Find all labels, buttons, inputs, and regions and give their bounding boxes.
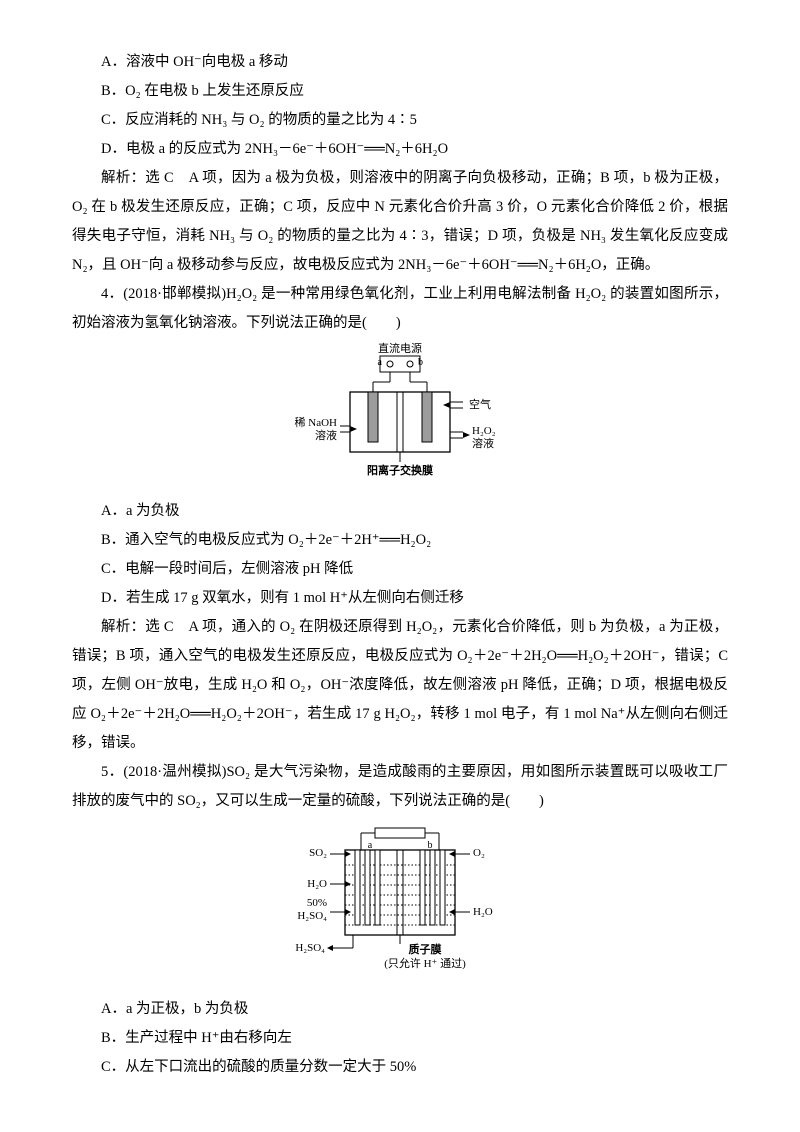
- q4-option-b: B．通入空气的电极反应式为 O₂＋2e⁻＋2H⁺══H₂O₂: [72, 526, 728, 555]
- q4-stem: 4．(2018·邯郸模拟)H₂O₂ 是一种常用绿色氧化剂，工业上利用电解法制备 …: [72, 280, 728, 338]
- q3-option-a: A．溶液中 OH⁻向电极 a 移动: [72, 48, 728, 77]
- q4-fig-left2: 溶液: [315, 428, 337, 442]
- q4-option-a: A．a 为负极: [72, 497, 728, 526]
- q5-fig-a: a: [368, 840, 373, 851]
- q5-fig-h2so4-left: H₂SO₄: [297, 910, 327, 922]
- q5-fig-percent: 50%: [307, 897, 327, 909]
- q5-fig-membrane1: 质子膜: [409, 942, 442, 956]
- q4-fig-right2: H₂O₂: [472, 425, 496, 437]
- q5-figure: a b: [72, 820, 728, 991]
- q3-option-b: B．O₂ 在电极 b 上发生还原反应: [72, 77, 728, 106]
- q4-figure: 直流电源 a b: [72, 342, 728, 493]
- q4-explanation: 解析：选 C A 项，通入的 O₂ 在阴极还原得到 H₂O₂，元素化合价降低，则…: [72, 613, 728, 758]
- q4-fig-b: b: [418, 357, 423, 368]
- q4-fig-right3: 溶液: [472, 436, 494, 450]
- q4-fig-bottom: 阳离子交换膜: [367, 463, 433, 477]
- q5-fig-h2o-right: H₂O: [473, 906, 493, 918]
- q4-option-c: C．电解一段时间后，左侧溶液 pH 降低: [72, 555, 728, 584]
- q5-fig-membrane2: (只允许 H⁺ 通过): [384, 956, 466, 970]
- q4-fig-left1: 稀 NaOH: [295, 416, 338, 429]
- q5-fig-b: b: [428, 840, 433, 851]
- q4-fig-top: 直流电源: [378, 342, 422, 355]
- q4-option-d: D．若生成 17 g 双氧水，则有 1 mol H⁺从左侧向右侧迁移: [72, 584, 728, 613]
- q3-option-d: D．电极 a 的反应式为 2NH₃－6e⁻＋6OH⁻══N₂＋6H₂O: [72, 135, 728, 164]
- q5-option-b: B．生产过程中 H⁺由右移向左: [72, 1024, 728, 1053]
- q3-option-c: C．反应消耗的 NH₃ 与 O₂ 的物质的量之比为 4∶5: [72, 106, 728, 135]
- q5-stem: 5．(2018·温州模拟)SO₂ 是大气污染物，是造成酸雨的主要原因，用如图所示…: [72, 758, 728, 816]
- q5-fig-h2o-left: H₂O: [307, 878, 327, 890]
- q4-fig-right1: 空气: [469, 397, 491, 411]
- q4-fig-a: a: [378, 357, 383, 368]
- q3-explanation: 解析：选 C A 项，因为 a 极为负极，则溶液中的阴离子向负极移动，正确；B …: [72, 164, 728, 280]
- q5-fig-out: H₂SO₄: [295, 942, 325, 954]
- q5-fig-o2: O₂: [473, 847, 485, 859]
- page: A．溶液中 OH⁻向电极 a 移动 B．O₂ 在电极 b 上发生还原反应 C．反…: [0, 0, 800, 1132]
- q5-option-a: A．a 为正极，b 为负极: [72, 995, 728, 1024]
- q5-fig-so2: SO₂: [309, 847, 327, 859]
- q5-option-c: C．从左下口流出的硫酸的质量分数一定大于 50%: [72, 1053, 728, 1082]
